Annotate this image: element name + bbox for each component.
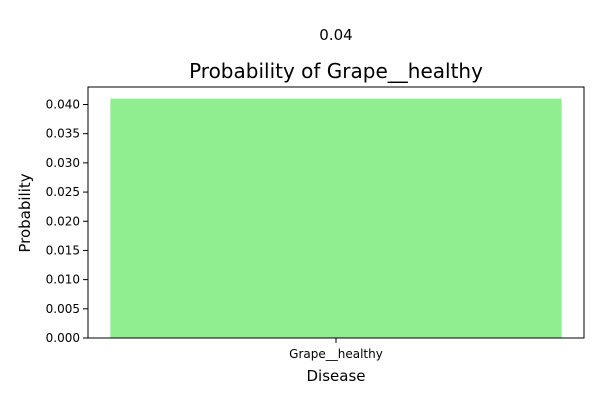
y-tick-label: 0.005	[46, 302, 80, 316]
axes-frame	[87, 86, 585, 339]
y-tick-label: 0.010	[46, 273, 80, 287]
y-tick-label: 0.000	[46, 331, 80, 345]
y-tick-label: 0.035	[46, 127, 80, 141]
y-axis-label: Probability	[16, 173, 34, 252]
y-tick-label: 0.030	[46, 156, 80, 170]
y-tick-label: 0.040	[46, 98, 80, 112]
x-tick-label: Grape__healthy	[289, 347, 383, 361]
bar-grape-healthy	[110, 98, 562, 339]
y-tick-label: 0.025	[46, 185, 80, 199]
chart-title: Probability of Grape__healthy	[189, 59, 483, 83]
value-annotation: 0.04	[319, 26, 352, 44]
y-tick-label: 0.015	[46, 243, 80, 257]
x-axis-label: Disease	[307, 367, 366, 385]
y-tick-label: 0.020	[46, 214, 80, 228]
plot-area: Grape__healthy 0.000 0.005 0.010 0.015 0.020 0…	[46, 86, 585, 361]
